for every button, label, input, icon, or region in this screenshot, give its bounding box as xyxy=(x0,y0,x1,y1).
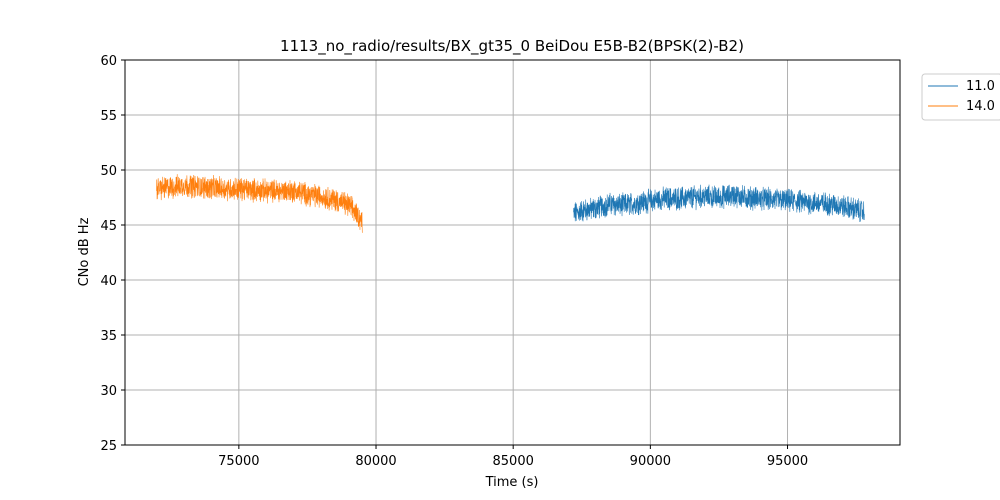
legend-label-series-2: 14.0 xyxy=(966,99,995,114)
x-tick-label: 95000 xyxy=(767,454,808,469)
y-tick-label: 50 xyxy=(100,164,117,179)
x-tick-label: 90000 xyxy=(630,454,671,469)
y-tick-label: 45 xyxy=(100,219,117,234)
legend-label-series-1: 11.0 xyxy=(966,79,995,94)
series-line-1 xyxy=(573,184,865,222)
y-tick-label: 30 xyxy=(100,384,117,399)
x-tick-label: 80000 xyxy=(355,454,396,469)
series-layer xyxy=(156,174,865,233)
y-axis-label: CNo dB Hz xyxy=(77,217,92,286)
y-tick-label: 60 xyxy=(100,54,117,69)
x-tick-label: 75000 xyxy=(218,454,259,469)
legend: 11.0 14.0 xyxy=(921,73,1000,121)
y-tick-label: 55 xyxy=(100,109,117,124)
x-tick-label: 85000 xyxy=(493,454,534,469)
chart-title: 1113_no_radio/results/BX_gt35_0 BeiDou E… xyxy=(280,37,744,56)
series-line-2 xyxy=(156,174,363,233)
y-tick-label: 25 xyxy=(100,439,117,454)
x-axis-label: Time (s) xyxy=(485,475,539,490)
y-tick-label: 40 xyxy=(100,274,117,289)
plot-frame xyxy=(124,59,901,446)
y-tick-label: 35 xyxy=(100,329,117,344)
grid xyxy=(125,59,900,446)
axis-ticks: 75000 80000 85000 90000 95000 25 30 35 40 45 50 55 6… xyxy=(100,54,808,469)
